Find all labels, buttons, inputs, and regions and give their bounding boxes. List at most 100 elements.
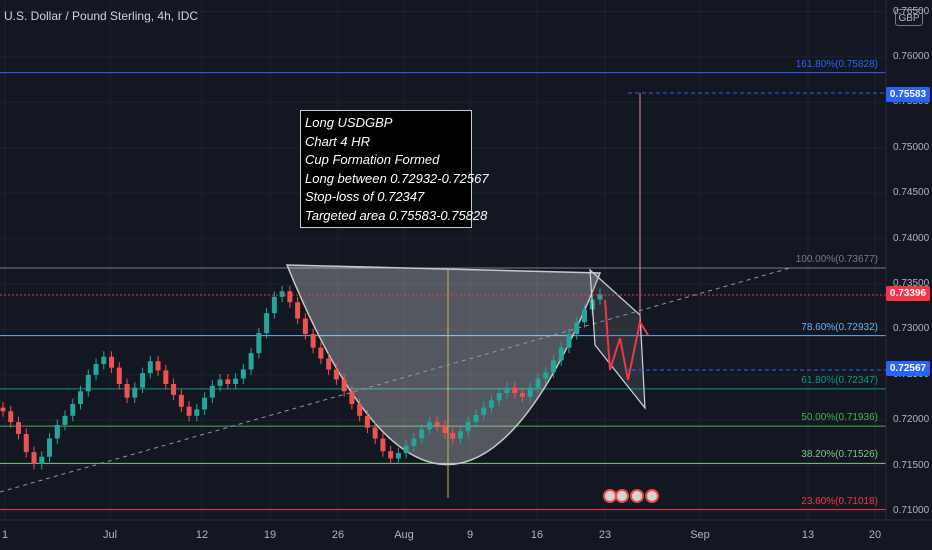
candle-body [388,451,394,459]
note-line: Targeted area 0.75583-0.75828 [305,207,488,223]
price-tick-label: 0.71000 [893,505,930,517]
candle-body [209,385,215,398]
trade-note[interactable]: Long USDGBP Chart 4 HR Cup Formation For… [300,110,489,228]
candle-body [574,322,580,335]
candle-body [318,347,324,359]
date-tick-label: 13 [801,529,815,541]
price-tick-label: 0.74500 [893,187,930,199]
price-tag[interactable]: 0.73396 [886,286,930,302]
candle-body [16,422,22,434]
candle-body [93,364,99,375]
symbol-title: U.S. Dollar / Pound Sterling, 4h, IDC [4,9,199,23]
flag-channel[interactable] [589,268,646,410]
candle-body [248,353,254,370]
projection-arrow[interactable] [604,299,649,381]
fib-level-label: 100.00%(0.73677) [795,253,878,265]
price-tick-label: 0.76500 [893,5,930,17]
candle-body [465,422,471,432]
candlestick-series [0,285,603,470]
date-tick-label: 19 [263,529,277,541]
candle-body [496,393,502,401]
candle-body [31,452,37,464]
candle-body [411,438,417,446]
candle-body [271,296,277,314]
candle-body [535,378,541,388]
candle-body [178,394,184,407]
candle-body [310,334,316,348]
candle-body [140,373,146,388]
candle-body [295,302,301,319]
candle-body [357,403,363,416]
trend-line[interactable] [0,267,791,493]
price-tick-label: 0.71500 [893,459,930,471]
candle-body [171,384,177,395]
fib-retracement[interactable] [0,72,886,511]
candle-body [581,309,587,323]
candle-body [558,347,564,361]
fib-level-label: 23.60%(0.71018) [801,495,878,507]
price-tag[interactable]: 0.72567 [886,361,930,377]
candle-body [473,414,479,423]
candle-body [147,361,153,374]
note-line: Stop-loss of 0.72347 [305,189,425,205]
candle-body [457,431,463,439]
candle-body [132,387,138,398]
candle-body [8,411,14,423]
candle-body [450,433,456,439]
candle-body [364,415,370,428]
fib-level-label: 61.80%(0.72347) [801,374,878,386]
candle-body [0,407,6,412]
candle-body [233,378,239,385]
candle-body [302,318,308,335]
candle-body [194,409,200,416]
candle-body [481,407,487,415]
fib-level-label: 161.80%(0.75828) [795,58,878,70]
candle-body [519,393,525,397]
cup-pattern-shape[interactable] [285,264,602,466]
date-tick-label: Jul [102,529,118,541]
candle-body [62,415,68,425]
event-flag-icon[interactable] [630,489,644,503]
fib-level-label: 50.00%(0.71936) [801,412,878,424]
candle-body [287,291,293,303]
price-tick-label: 0.73500 [893,278,930,290]
candle-body [419,429,425,439]
candle-body [395,453,401,459]
event-flag-icon[interactable] [615,489,629,503]
date-tick-label: 16 [530,529,544,541]
candle-body [101,356,107,365]
candle-body [434,422,440,426]
date-tick-label: 26 [331,529,345,541]
candle-body [512,387,518,394]
candle-body [597,294,603,300]
price-tick-label: 0.76000 [893,50,930,62]
candle-body [426,422,432,430]
candle-body [341,379,347,392]
note-line: Long USDGBP [305,115,393,130]
candle-body [543,372,549,379]
candle-body [54,424,60,439]
price-tick-label: 0.73000 [893,323,930,335]
candle-body [78,391,84,404]
candle-body [488,400,494,408]
candle-body [217,379,223,386]
date-tick-label: 1 [1,529,9,541]
date-tick-label: 20 [868,529,882,541]
candle-body [403,445,409,454]
candle-body [155,361,161,371]
candle-body [372,427,378,439]
price-tag[interactable]: 0.75583 [886,87,930,103]
currency-badge[interactable]: GBP [895,9,923,26]
candle-body [256,333,262,354]
candle-body [116,367,122,385]
grid [0,0,886,520]
note-line: Chart 4 HR [305,133,371,149]
candle-body [566,334,572,348]
candle-body [264,313,270,334]
candle-body [326,358,332,370]
candle-body [202,397,208,410]
candle-body [109,356,115,368]
event-flag-icon[interactable] [645,489,659,503]
note-line: Cup Formation Formed [305,152,440,168]
